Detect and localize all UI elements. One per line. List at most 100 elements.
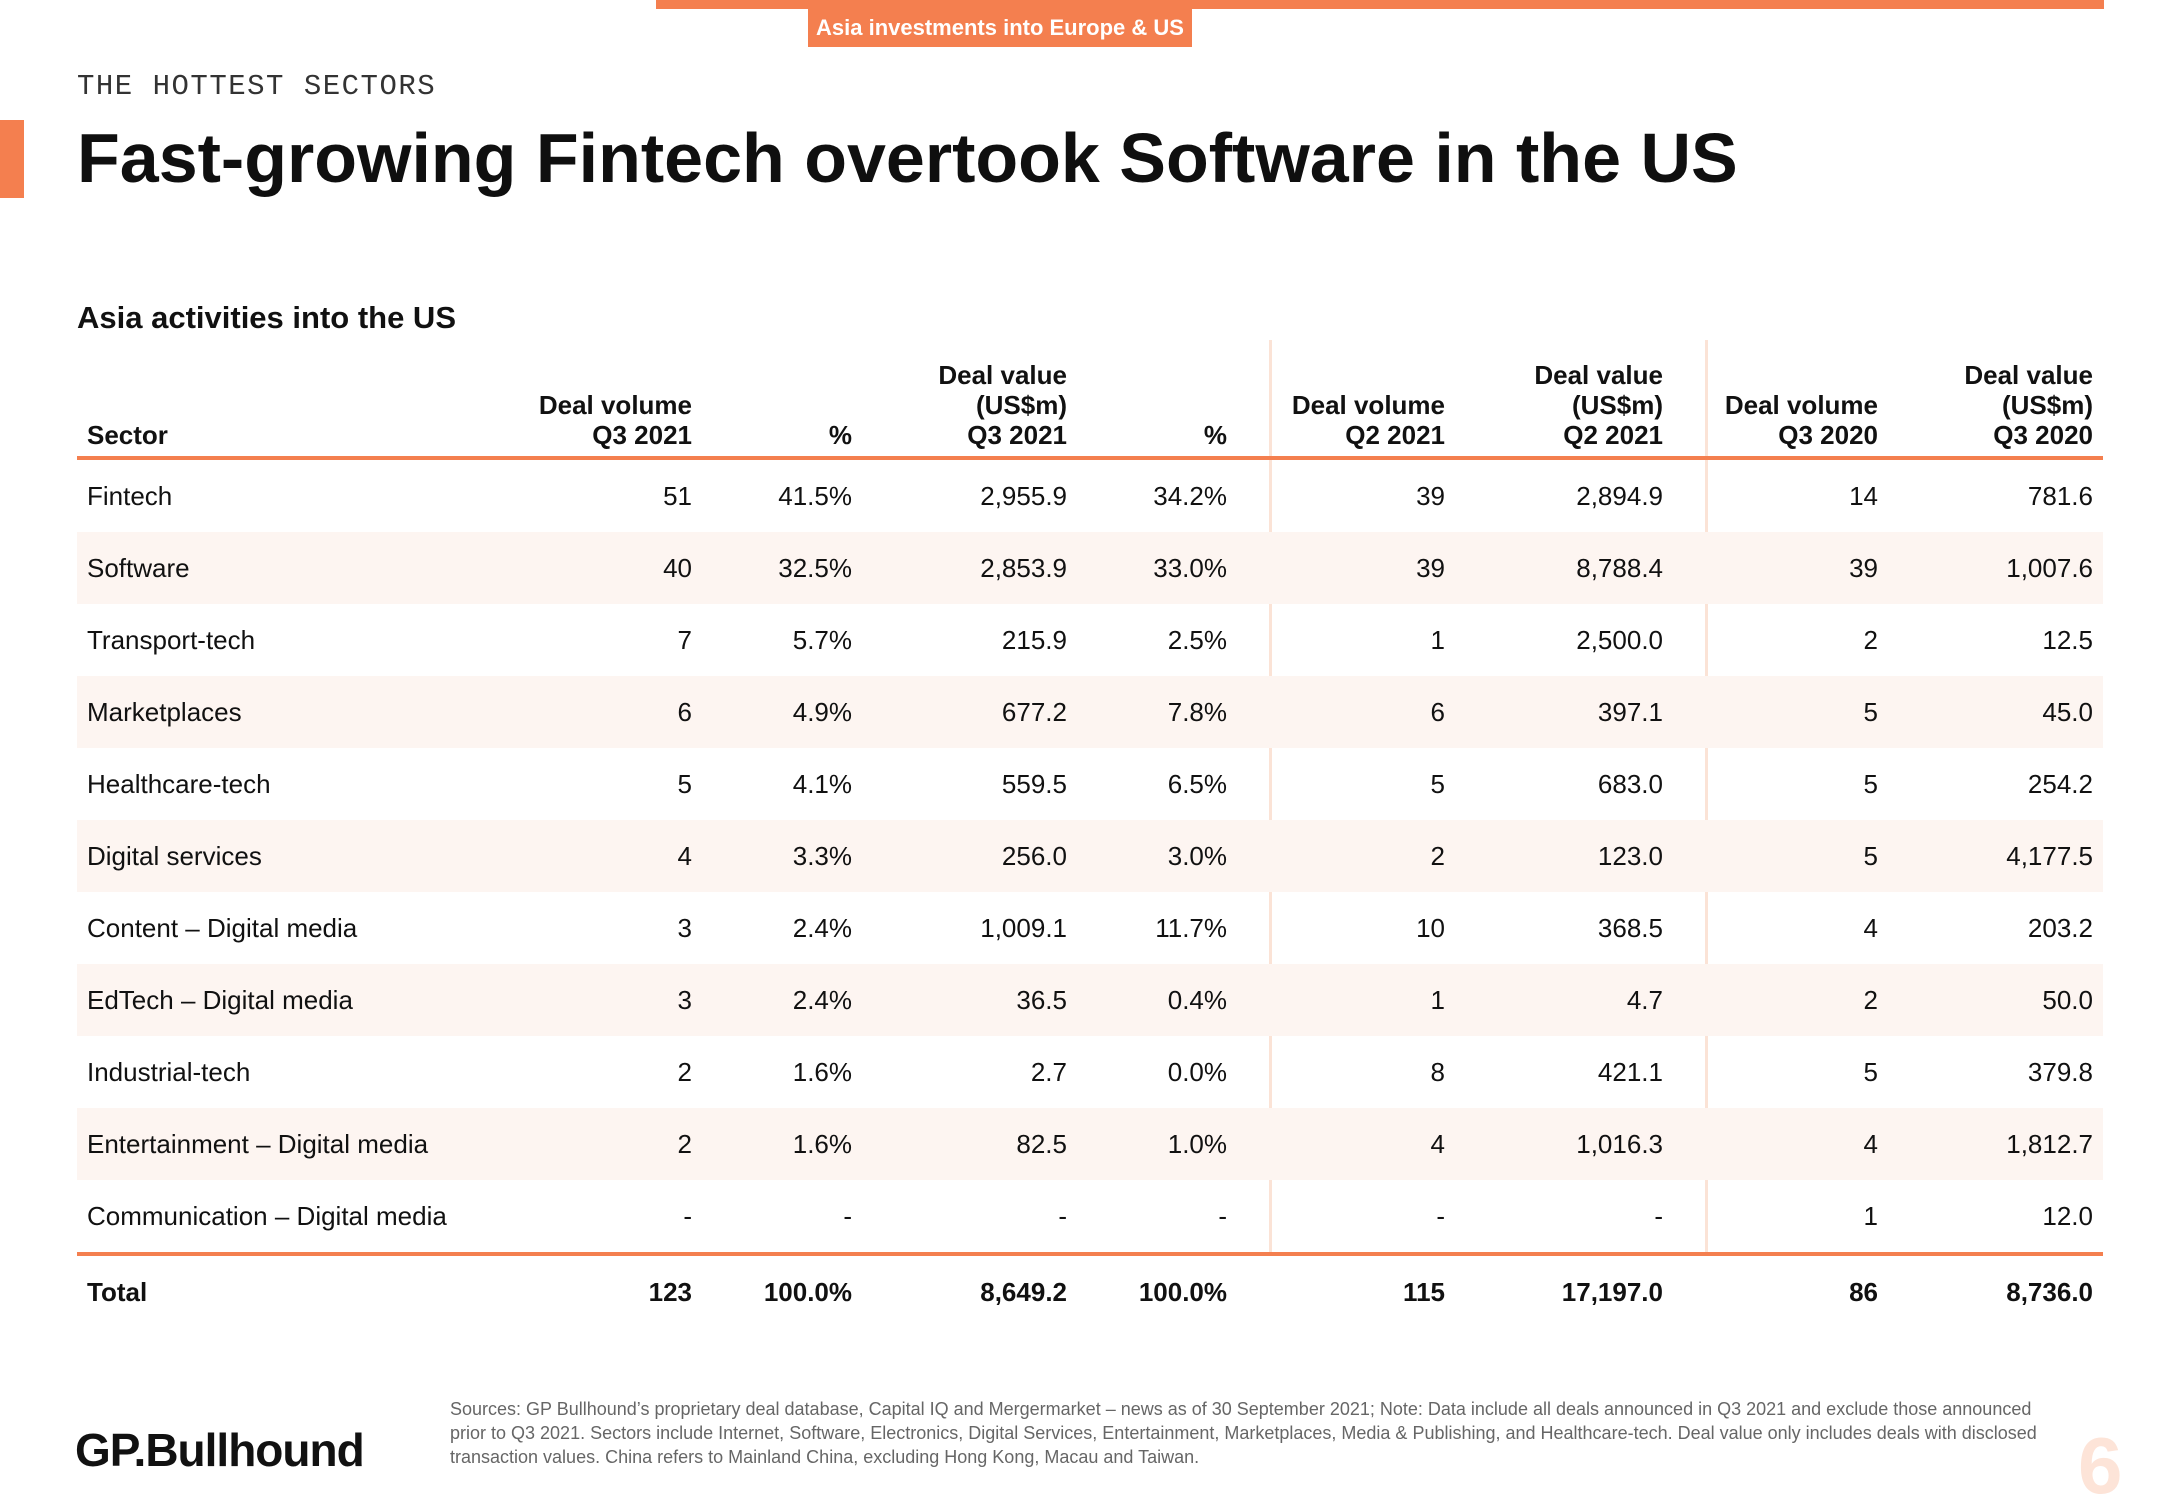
value-cell: - [843,1200,852,1231]
value-cell: 39 [1237,532,1455,604]
column-header: Deal volume Q3 2021 [497,340,702,460]
total-value-cell: 17,197.0 [1455,1252,1673,1328]
page-number: 6 [2078,1421,2123,1510]
value-cell: 2,500.0 [1576,624,1663,655]
column-header-line: Deal value [938,360,1067,390]
total-label-cell: Total [77,1252,497,1328]
table-body: Fintech 51 41.5% 2,955.9 34.2% 39 2,894.9 14 781… [77,458,2103,1254]
sector-name-cell: EdTech – Digital media [77,964,497,1036]
section-kicker: THE HOTTEST SECTORS [77,70,437,103]
column-header: Deal value (US$m) Q3 2020 [1888,340,2103,460]
column-header-line: Q2 2021 [1563,420,1663,450]
value-cell: 781.6 [2027,480,2093,511]
sector-name-cell: Digital services [77,820,497,892]
value-cell: 3 [497,964,702,1036]
column-header-line: Sector [87,420,168,450]
value-cell: 0.0% [1167,1056,1227,1087]
value-cell: 50.0 [1888,964,2103,1036]
value-cell: 6 [1237,676,1455,748]
value-cell: 39 [1673,532,1888,604]
table-total-row: Total 123 100.0% 8,649.2 100.0% 115 17,197.0 86… [77,1252,2103,1328]
value-cell: 5 [1863,1056,1878,1087]
page-title: Fast-growing Fintech overtook Software i… [77,119,1738,197]
column-header-line: (US$m) [2001,390,2093,420]
column-header-line: Deal volume [1291,390,1445,420]
value-cell: 6.5% [1167,768,1227,799]
value-cell: 2.4% [702,964,862,1036]
value-cell: 1,007.6 [1888,532,2103,604]
table-row: Content – Digital media 3 2.4% 1,009.1 11.7%… [77,892,2103,964]
company-logo: GP.Bullhound [75,1424,365,1476]
value-cell: - [1058,1200,1067,1231]
value-cell: 2,894.9 [1576,480,1663,511]
value-cell: 4.9% [702,676,862,748]
value-cell: 1.0% [1077,1108,1237,1180]
value-cell: - [1218,1200,1227,1231]
column-header: % [702,340,862,460]
value-cell: 2.5% [1167,624,1227,655]
value-cell: 5 [1673,820,1888,892]
value-cell: 123.0 [1455,820,1673,892]
value-cell: 2 [1863,624,1878,655]
column-header-line: (US$m) [975,390,1067,420]
value-cell: 3.3% [702,820,862,892]
table-row: Industrial-tech 2 1.6% 2.7 0.0% 8 421.1 5 379.8 [77,1036,2103,1108]
value-cell: 5 [1673,676,1888,748]
value-cell: 1,016.3 [1455,1108,1673,1180]
total-value-cell: 86 [1673,1252,1888,1328]
value-cell: 12.0 [2042,1200,2093,1231]
table-row: Entertainment – Digital media 2 1.6% 82.5 1.… [77,1108,2103,1180]
value-cell: - [683,1200,692,1231]
value-cell: 4 [497,820,702,892]
sector-name-cell: Software [77,532,497,604]
value-cell: 2,853.9 [862,532,1077,604]
total-value-cell: 8,649.2 [862,1252,1077,1328]
sector-table: Sector Deal volume Q3 2021% Deal value (US$m… [77,340,2103,1328]
value-cell: 5.7% [792,624,852,655]
table-row: Digital services 4 3.3% 256.0 3.0% 2 123.0 5 4,1… [77,820,2103,892]
column-header-line: (US$m) [1571,390,1663,420]
value-cell: 1 [1430,624,1445,655]
value-cell: 0.4% [1077,964,1237,1036]
value-cell: 421.1 [1597,1056,1663,1087]
value-cell: 677.2 [862,676,1077,748]
column-header-line: Q3 2021 [967,420,1067,450]
column-header-line: Deal value [1964,360,2093,390]
sources-note: Sources: GP Bullhound’s proprietary deal… [450,1399,2037,1467]
sector-name-cell: Healthcare-tech [87,768,271,799]
value-cell: 5 [677,768,692,799]
sector-table-container: Sector Deal volume Q3 2021% Deal value (US$m… [77,340,2103,1328]
value-cell: 215.9 [1001,624,1067,655]
column-header: Deal volume Q2 2021 [1237,340,1455,460]
value-cell: 34.2% [1153,480,1227,511]
column-header: Deal value (US$m) Q2 2021 [1455,340,1673,460]
table-row: Healthcare-tech 5 4.1% 559.5 6.5% 5 683.0 5 254.… [77,748,2103,820]
value-cell: 254.2 [2027,768,2093,799]
title-accent-bar [0,120,24,198]
value-cell: 33.0% [1077,532,1237,604]
value-cell: 39 [1416,480,1445,511]
value-cell: 5 [1863,768,1878,799]
total-value-cell: 115 [1237,1252,1455,1328]
value-cell: 7 [677,624,692,655]
table-subtitle: Asia activities into the US [77,300,456,335]
column-header-line: Deal value [1534,360,1663,390]
value-cell: 1 [1237,964,1455,1036]
total-value-cell: 123 [497,1252,702,1328]
value-cell: 82.5 [862,1108,1077,1180]
value-cell: 40 [497,532,702,604]
value-cell: 1.6% [792,1056,852,1087]
value-cell: 256.0 [862,820,1077,892]
total-value-cell: 100.0% [1077,1252,1237,1328]
column-header: Deal value (US$m) Q3 2021 [862,340,1077,460]
value-cell: 1.6% [702,1108,862,1180]
value-cell: 2 [497,1108,702,1180]
column-header-line: Q2 2021 [1345,420,1445,450]
value-cell: 8 [1430,1056,1445,1087]
sector-name-cell: Communication – Digital media [87,1200,447,1231]
value-cell: 559.5 [1001,768,1067,799]
table-row: Marketplaces 6 4.9% 677.2 7.8% 6 397.1 5 45.0 [77,676,2103,748]
value-cell: 32.5% [702,532,862,604]
value-cell: 7.8% [1077,676,1237,748]
value-cell: 12.5 [2042,624,2093,655]
